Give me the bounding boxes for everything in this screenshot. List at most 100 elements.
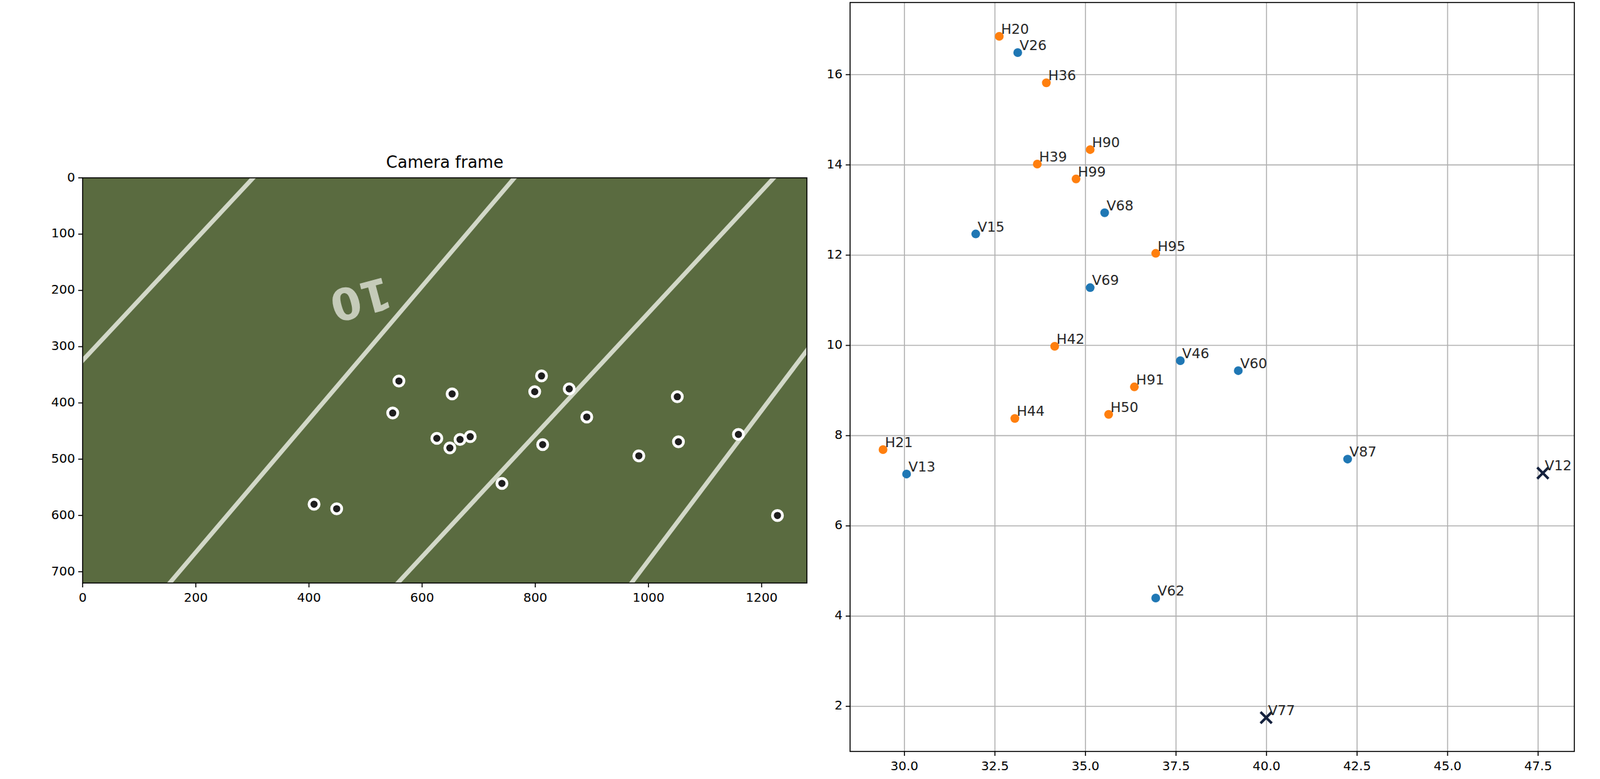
point-label: V46 xyxy=(1182,345,1210,362)
tick xyxy=(903,751,906,756)
point-label: H42 xyxy=(1056,331,1085,347)
marks xyxy=(878,31,1549,724)
tick-label: 2 xyxy=(834,697,843,713)
tick xyxy=(845,705,851,707)
tick xyxy=(534,582,536,588)
tick-label: 4 xyxy=(834,607,843,623)
point-label: V87 xyxy=(1349,443,1377,460)
plot-background xyxy=(850,2,1575,752)
point-label: V69 xyxy=(1092,272,1120,288)
tick-label: 500 xyxy=(51,450,76,466)
point-label: V26 xyxy=(1019,37,1047,54)
tick xyxy=(421,582,424,588)
tick-label: 16 xyxy=(826,66,843,82)
tick xyxy=(761,582,763,588)
tick xyxy=(78,458,83,461)
point xyxy=(529,386,540,397)
tick xyxy=(82,582,84,588)
grid-line xyxy=(1356,2,1358,752)
grid-line xyxy=(850,705,1575,707)
tick-label: 42.5 xyxy=(1343,758,1372,774)
yard-line xyxy=(376,177,785,583)
title: Camera frame xyxy=(386,152,504,172)
tick xyxy=(845,73,851,76)
point-label: H20 xyxy=(1000,21,1030,37)
point-label: V15 xyxy=(977,219,1005,235)
point-label: H39 xyxy=(1039,148,1068,165)
tick xyxy=(1175,751,1177,756)
plot-background xyxy=(82,177,807,583)
tick xyxy=(195,582,197,588)
point xyxy=(537,439,548,450)
tick xyxy=(78,402,83,404)
point xyxy=(634,450,645,461)
tick xyxy=(1447,751,1449,756)
point xyxy=(581,411,592,422)
point xyxy=(733,429,744,440)
tick-label: 200 xyxy=(184,589,208,605)
point xyxy=(564,383,575,394)
yard-line xyxy=(82,177,264,482)
tick xyxy=(1265,751,1267,756)
point-label: H50 xyxy=(1110,399,1139,416)
tick-label: 47.5 xyxy=(1524,758,1553,774)
tick xyxy=(78,233,83,235)
point-label: V68 xyxy=(1106,197,1134,214)
axes-frame xyxy=(850,2,1575,752)
grid-line xyxy=(1084,2,1087,752)
field xyxy=(82,177,807,583)
annotation: 10 xyxy=(324,266,397,332)
grid-line xyxy=(903,2,906,752)
grid-line xyxy=(850,525,1575,527)
tick-label: 300 xyxy=(51,338,76,354)
tick-label: 0 xyxy=(66,169,76,185)
point-label: V12 xyxy=(1544,457,1572,474)
tick-label: 600 xyxy=(410,589,434,605)
yard-line xyxy=(150,177,524,583)
point xyxy=(446,388,457,399)
point xyxy=(536,370,547,381)
point-label: H21 xyxy=(885,434,914,451)
point-label: V60 xyxy=(1240,355,1267,372)
axes-frame xyxy=(82,177,807,583)
tick xyxy=(994,751,996,756)
point-label: V77 xyxy=(1268,702,1296,718)
tick-label: 40.0 xyxy=(1252,758,1281,774)
point-label: H95 xyxy=(1157,238,1186,255)
figure: 1002004006008001000120001002003004005006… xyxy=(0,0,1600,779)
tick-label: 600 xyxy=(51,507,76,523)
grid-line xyxy=(1265,2,1267,752)
grid-line xyxy=(850,615,1575,617)
grid-line xyxy=(850,254,1575,257)
tick-label: 400 xyxy=(296,589,321,605)
point xyxy=(672,391,683,402)
tick-label: 12 xyxy=(826,246,843,262)
marks xyxy=(309,370,783,521)
tick-label: 45.0 xyxy=(1433,758,1462,774)
grid-line xyxy=(850,344,1575,347)
tick-label: 8 xyxy=(834,426,843,442)
tick xyxy=(78,289,83,292)
tick-label: 32.5 xyxy=(980,758,1010,774)
point-label: H91 xyxy=(1136,371,1165,388)
tick xyxy=(1356,751,1358,756)
tick xyxy=(845,615,851,617)
tick xyxy=(845,344,851,347)
plot-area xyxy=(850,2,1575,752)
point-label: H99 xyxy=(1077,164,1107,180)
point xyxy=(309,498,320,509)
tick-label: 37.5 xyxy=(1161,758,1190,774)
tick-label: 35.0 xyxy=(1071,758,1100,774)
tick xyxy=(78,177,83,179)
point-label: H44 xyxy=(1016,403,1045,419)
tick xyxy=(845,435,851,437)
point xyxy=(673,436,684,447)
grid-line xyxy=(994,2,996,752)
point-label: V62 xyxy=(1157,582,1185,599)
point-label: H90 xyxy=(1092,134,1121,151)
tick-label: 10 xyxy=(826,336,843,352)
yard-line xyxy=(614,245,807,583)
point-label: H36 xyxy=(1048,67,1077,84)
tick xyxy=(845,254,851,257)
tick xyxy=(78,570,83,573)
